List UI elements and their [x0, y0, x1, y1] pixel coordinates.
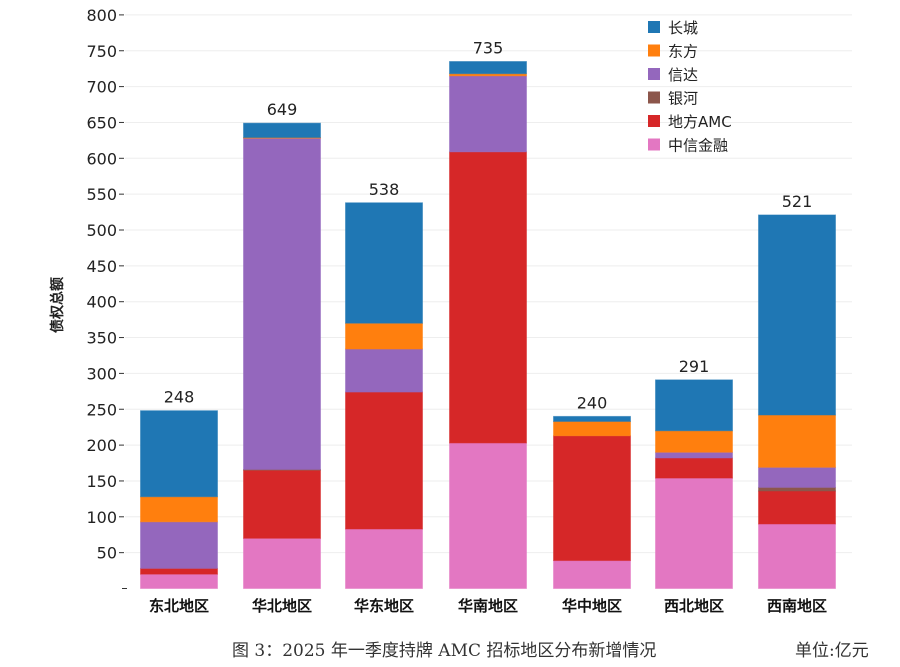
y-axis: 50 100 150 200 250 300 350 400 450 500 550 600 650 70… — [86, 6, 127, 589]
total-label: 735 — [473, 39, 504, 58]
bar-segment-0-5 — [140, 410, 218, 498]
bar-segment-3-1 — [449, 151, 527, 444]
bar-segment-5-1 — [655, 457, 733, 479]
bar-segment-6-5 — [758, 214, 836, 416]
bar-segment-0-3 — [140, 521, 218, 569]
bar-segment-1-5 — [243, 122, 321, 139]
y-tick-label: 500 — [86, 221, 117, 240]
bar-segment-3-5 — [449, 61, 527, 75]
x-tick-label: 华北地区 — [252, 597, 312, 615]
bar-segment-6-4 — [758, 414, 836, 468]
bar-segment-1-1 — [243, 469, 321, 539]
bar-segment-0-1 — [140, 567, 218, 575]
y-tick-label: 750 — [86, 42, 117, 61]
bar-segment-1-0 — [243, 537, 321, 589]
y-tick-label: 100 — [86, 508, 117, 527]
total-label: 521 — [782, 192, 813, 211]
bar-segment-2-1 — [345, 391, 423, 530]
legend-label: 长城 — [668, 19, 698, 37]
y-axis-label: 债权总额 — [49, 277, 66, 333]
y-tick-label: 700 — [86, 78, 117, 97]
bar-segment-6-3 — [758, 466, 836, 488]
y-tick-label: 450 — [86, 257, 117, 276]
bar-segment-5-0 — [655, 477, 733, 589]
bar-segment-5-5 — [655, 379, 733, 432]
total-label: 240 — [577, 393, 608, 412]
x-tick-label: 东北地区 — [149, 597, 209, 615]
legend-swatch — [648, 115, 660, 127]
legend-swatch — [648, 21, 660, 33]
total-label: 538 — [369, 180, 400, 199]
bar-segment-0-0 — [140, 573, 218, 589]
bar-segment-0-4 — [140, 496, 218, 523]
bar-segment-2-4 — [345, 322, 423, 350]
x-tick-label: 华中地区 — [562, 597, 622, 615]
legend-label: 信达 — [668, 66, 698, 84]
legend-swatch — [648, 68, 660, 80]
x-tick-label: 西南地区 — [767, 597, 827, 615]
bar-segment-4-0 — [553, 560, 631, 589]
bar-segment-4-5 — [553, 415, 631, 422]
bar-segment-6-2 — [758, 486, 836, 492]
stacked-bar-chart: 50 100 150 200 250 300 350 400 450 500 550 600 650 70… — [49, 6, 852, 615]
y-tick-label: 650 — [86, 113, 117, 132]
y-tick-label: 400 — [86, 293, 117, 312]
total-label: 649 — [267, 100, 298, 119]
legend-label: 地方AMC — [668, 113, 732, 131]
bar-segment-5-3 — [655, 451, 733, 459]
total-label: 291 — [679, 357, 710, 376]
bar-segment-6-1 — [758, 490, 836, 525]
bars — [140, 61, 836, 590]
x-tick-label: 华东地区 — [354, 597, 414, 615]
bar-segment-3-0 — [449, 442, 527, 589]
y-tick-label: 800 — [86, 6, 117, 25]
unit-label: 单位:亿元 — [795, 641, 869, 661]
bar-segment-1-3 — [243, 137, 321, 470]
bar-segment-4-1 — [553, 435, 631, 562]
legend-label: 中信金融 — [668, 137, 728, 155]
y-tick-label: 200 — [86, 436, 117, 455]
legend-swatch — [648, 91, 660, 104]
bar-segment-6-0 — [758, 523, 836, 589]
figure-caption: 图 3：2025 年一季度持牌 AMC 招标地区分布新增情况 — [232, 641, 657, 661]
y-tick-label: 350 — [86, 329, 117, 348]
total-label: 248 — [164, 388, 195, 407]
bar-segment-2-0 — [345, 528, 423, 590]
y-tick-label: 600 — [86, 149, 117, 168]
y-tick-label: 250 — [86, 400, 117, 419]
x-tick-label: 西北地区 — [664, 597, 724, 615]
legend-swatch — [648, 138, 660, 151]
legend-label: 银河 — [668, 90, 698, 108]
legend-label: 东方 — [668, 43, 698, 61]
y-tick-label: 300 — [86, 364, 117, 383]
x-tick-label: 华南地区 — [458, 597, 518, 615]
bar-segment-2-5 — [345, 202, 423, 324]
y-tick-label: 50 — [97, 544, 117, 563]
bar-segment-2-3 — [345, 348, 423, 393]
bar-segment-4-4 — [553, 420, 631, 437]
y-tick-label: 550 — [86, 185, 117, 204]
bar-segment-5-4 — [655, 430, 733, 453]
bar-segment-3-3 — [449, 75, 527, 153]
x-axis: 东北地区 华北地区 华东地区 华南地区 华中地区 西北地区 西南地区 — [149, 597, 827, 615]
legend-swatch — [648, 44, 660, 57]
total-labels: 248 649 538 735 240 291 521 — [164, 39, 813, 413]
y-tick-label: 150 — [86, 472, 117, 491]
